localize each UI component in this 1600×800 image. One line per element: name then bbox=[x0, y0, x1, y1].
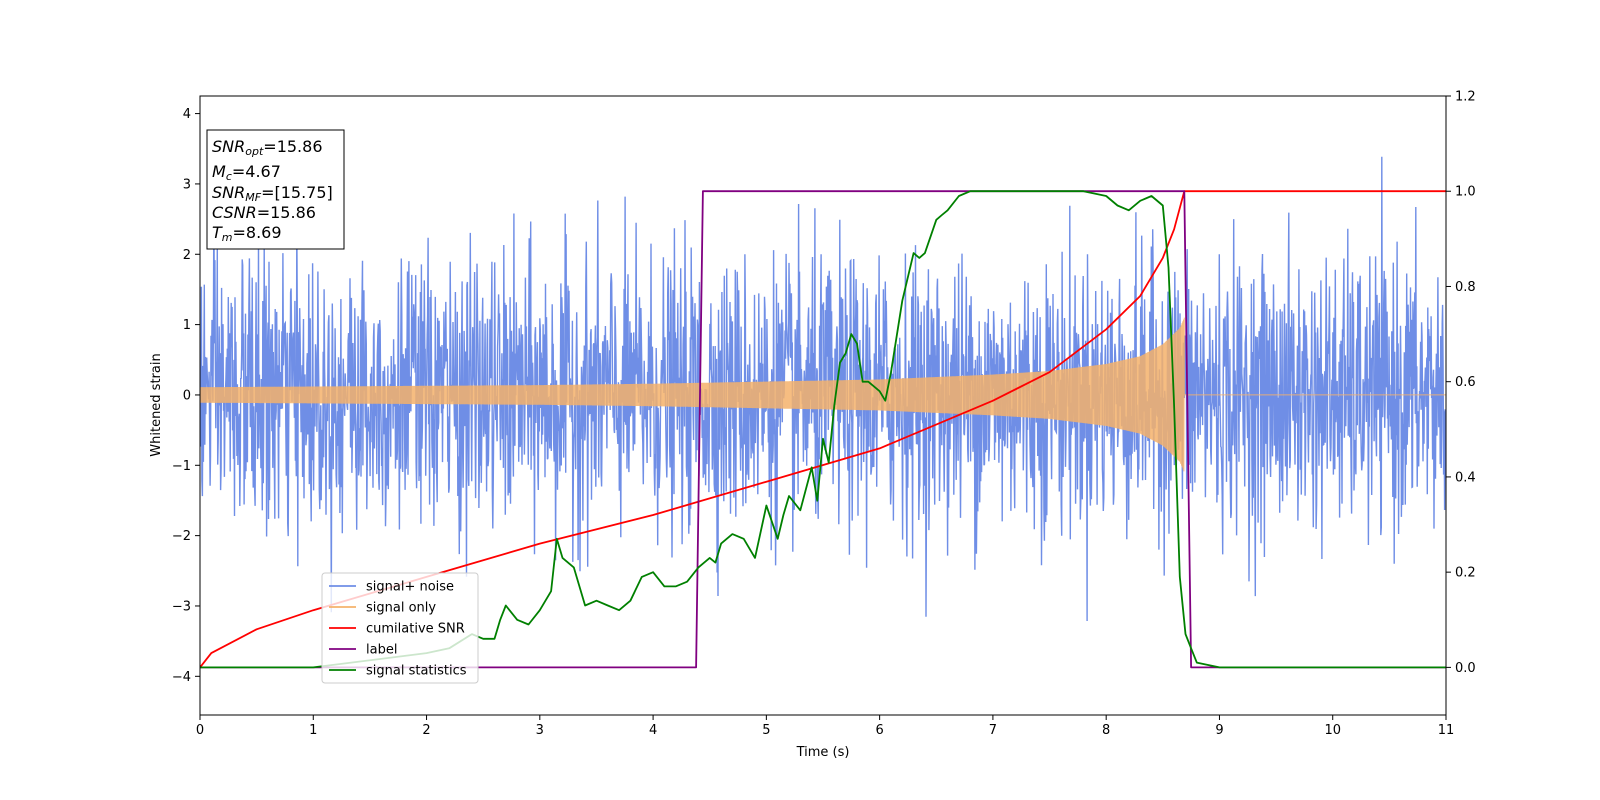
x-tick-label: 7 bbox=[989, 723, 997, 738]
annotation-line: CSNR=15.86 bbox=[212, 203, 316, 222]
x-tick-label: 9 bbox=[1215, 723, 1223, 738]
y-right-tick-label: 0.8 bbox=[1455, 280, 1476, 295]
x-tick-label: 5 bbox=[762, 723, 770, 738]
series-layer bbox=[200, 156, 1446, 669]
x-tick-label: 4 bbox=[649, 723, 657, 738]
x-tick-label: 3 bbox=[536, 723, 544, 738]
x-tick-label: 11 bbox=[1438, 723, 1455, 738]
x-tick-label: 8 bbox=[1102, 723, 1110, 738]
y-left-tick-label: 4 bbox=[183, 107, 191, 122]
annotation-line: SNRopt=15.86 bbox=[212, 137, 323, 158]
y-right-tick-label: 1.0 bbox=[1455, 185, 1476, 200]
x-tick-label: 6 bbox=[875, 723, 883, 738]
annotation-line: SNRMF=[15.75] bbox=[212, 183, 333, 204]
y-left-tick-label: 2 bbox=[183, 248, 191, 263]
y-left-tick-label: 0 bbox=[183, 388, 191, 403]
y-left-tick-label: −2 bbox=[172, 529, 191, 544]
series-signal-noise bbox=[200, 156, 1446, 622]
x-tick-label: 10 bbox=[1324, 723, 1341, 738]
y-right-tick-label: 0.4 bbox=[1455, 470, 1476, 485]
x-tick-label: 1 bbox=[309, 723, 317, 738]
legend-label: label bbox=[366, 643, 397, 658]
ticks-layer: 0 1 2 3 4 5 6 7 8 9 10 11 −4 −3 −2 −1 0 1 2 3 4 0.0 0.2 0.4 0.6 0… bbox=[172, 90, 1476, 739]
series-signal-statistics bbox=[200, 190, 1446, 669]
legend-label: signal only bbox=[366, 601, 436, 616]
legend-label: signal+ noise bbox=[366, 580, 454, 595]
y-left-tick-label: 1 bbox=[183, 318, 191, 333]
annotation-line: Mc=4.67 bbox=[212, 162, 281, 183]
y-left-tick-label: −1 bbox=[172, 459, 191, 474]
y-right-tick-label: 0.0 bbox=[1455, 661, 1476, 676]
x-tick-label: 0 bbox=[196, 723, 204, 738]
annotation-line: Tm=8.69 bbox=[212, 223, 282, 244]
legend-label: signal statistics bbox=[366, 664, 467, 679]
y-right-tick-label: 0.2 bbox=[1455, 566, 1476, 581]
legend: signal+ noise signal only cumilative SNR la… bbox=[321, 572, 479, 684]
y-left-tick-label: −4 bbox=[172, 670, 191, 685]
y-axis-label: Whitened strain bbox=[149, 353, 164, 456]
x-tick-label: 2 bbox=[422, 723, 430, 738]
plot-frame bbox=[199, 95, 1447, 716]
y-right-tick-label: 1.2 bbox=[1455, 90, 1476, 105]
y-right-tick-label: 0.6 bbox=[1455, 375, 1476, 390]
x-axis-label: Time (s) bbox=[796, 745, 850, 760]
annotation-box: SNRopt=15.86 Mc=4.67SNRMF=[15.75]CSNR=15.… bbox=[206, 129, 345, 250]
legend-label: cumilative SNR bbox=[366, 622, 465, 637]
y-left-tick-label: 3 bbox=[183, 177, 191, 192]
y-left-tick-label: −3 bbox=[172, 599, 191, 614]
